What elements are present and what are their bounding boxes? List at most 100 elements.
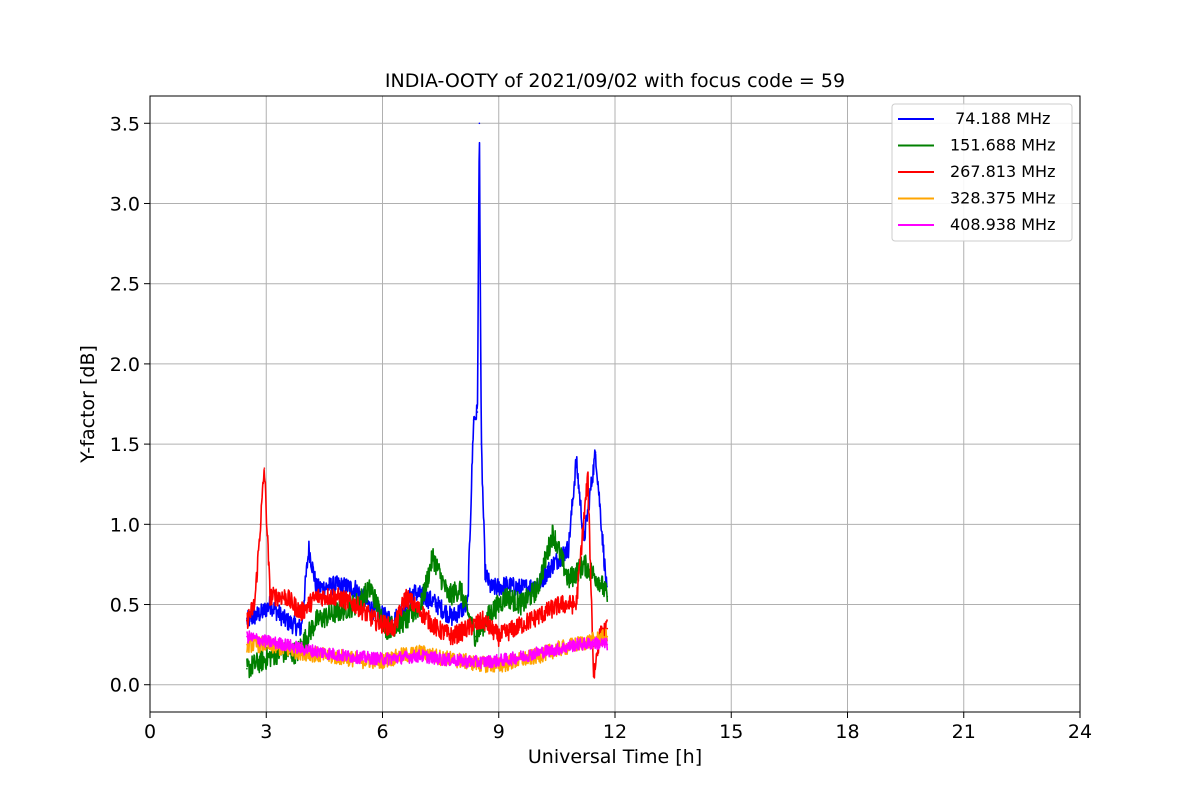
series-point (552, 563, 554, 566)
series-point (263, 467, 266, 469)
y-axis-label: Y-factor [dB] (77, 345, 99, 464)
series-point (261, 611, 264, 614)
series-point (480, 443, 483, 445)
series-point (362, 656, 364, 659)
series-line (246, 524, 609, 679)
series-point (277, 651, 279, 654)
series-line (246, 141, 609, 637)
series-point (575, 603, 578, 606)
series-point (472, 419, 475, 421)
series-point (432, 600, 434, 603)
series-point (466, 627, 469, 630)
series-point (490, 587, 492, 590)
legend-box (891, 103, 1073, 242)
series-point (259, 523, 262, 526)
x-tick-label: 24 (1068, 721, 1092, 743)
series-point (412, 590, 415, 593)
series-point (284, 643, 287, 646)
series-point (606, 635, 609, 638)
series-point (559, 603, 562, 606)
legend-label: 151.688 MHz (950, 136, 1055, 155)
series-point (404, 595, 407, 598)
series-point (342, 655, 345, 657)
series-line (246, 630, 609, 670)
series-point (459, 587, 461, 590)
series-point (315, 587, 318, 590)
legend-label: 267.813 MHz (950, 162, 1055, 181)
series-point (513, 627, 516, 630)
series-point (420, 611, 423, 614)
series-point (393, 627, 395, 630)
series-point (583, 539, 585, 542)
series-point (354, 587, 357, 590)
series-point (435, 627, 438, 630)
series-point (335, 611, 337, 614)
x-tick-label: 3 (260, 721, 272, 743)
series-point (478, 661, 481, 664)
series-point (594, 451, 597, 453)
series-point (246, 635, 248, 638)
series-point (315, 595, 318, 598)
legend-label: 408.938 MHz (950, 215, 1055, 234)
series-point (246, 643, 248, 646)
series-point (528, 619, 531, 622)
series-point (606, 643, 609, 646)
y-tick-label: 1.5 (110, 434, 140, 456)
y-tick-label: 1.0 (110, 514, 140, 536)
legend-label: 74.188 MHz (950, 109, 1050, 128)
series-point (370, 587, 372, 590)
series-point (284, 619, 287, 622)
series-point (401, 656, 403, 659)
series-point (420, 655, 423, 657)
y-tick-label: 0.5 (110, 595, 140, 617)
series-point (521, 603, 523, 606)
x-tick-label: 15 (719, 721, 743, 743)
series-point (606, 627, 609, 630)
series-point (432, 555, 434, 558)
x-tick-label: 0 (144, 721, 156, 743)
series-point (544, 611, 547, 614)
series-point (323, 655, 326, 657)
series-point (265, 640, 268, 643)
series-point (575, 643, 578, 646)
x-axis-ticks: 0 3 6 9 12 15 18 21 24 (144, 712, 1092, 743)
series-point (567, 547, 570, 550)
series-point (594, 642, 597, 644)
series-point (246, 667, 248, 670)
series-point (505, 595, 508, 598)
series-point (521, 587, 523, 590)
series-point (447, 595, 450, 598)
series-point (284, 595, 287, 598)
series-point (315, 619, 318, 622)
series-point (490, 611, 492, 614)
chart-title: INDIA-OOTY of 2021/09/02 with focus code… (385, 70, 845, 92)
y-tick-label: 0.0 (110, 675, 140, 697)
y-tick-label: 2.0 (110, 354, 140, 376)
series-point (592, 675, 595, 678)
series-point (459, 659, 461, 662)
series-point (335, 584, 337, 587)
series-point (451, 616, 454, 619)
series-point (335, 595, 337, 598)
y-tick-label: 3.0 (110, 193, 140, 215)
y-axis-ticks: 0.0 0.5 1.0 1.5 2.0 2.5 3.0 3.5 (110, 113, 150, 697)
series-2-group (246, 467, 609, 679)
series-layer (246, 122, 609, 679)
series-point (373, 619, 376, 622)
series-point (420, 651, 423, 654)
series-point (552, 531, 554, 534)
x-tick-label: 18 (835, 721, 859, 743)
series-4-group (246, 630, 609, 670)
series-point (451, 635, 454, 638)
series-point (517, 656, 519, 659)
series-point (304, 648, 306, 651)
series-point (269, 595, 271, 598)
series-point (606, 595, 609, 598)
series-point (323, 651, 326, 654)
series-point (476, 411, 479, 413)
series-point (497, 635, 500, 638)
series-point (300, 627, 302, 630)
series-point (253, 603, 256, 606)
x-tick-label: 21 (952, 721, 976, 743)
